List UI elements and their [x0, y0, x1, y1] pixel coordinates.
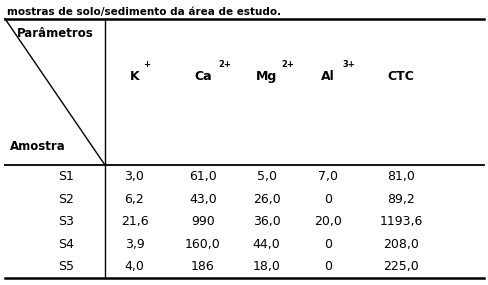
Text: 0: 0 [323, 193, 331, 205]
Text: 3,0: 3,0 [124, 170, 144, 183]
Text: 44,0: 44,0 [252, 238, 280, 251]
Text: 990: 990 [191, 215, 214, 228]
Text: 3,9: 3,9 [124, 238, 144, 251]
Text: 208,0: 208,0 [382, 238, 418, 251]
Text: 6,2: 6,2 [124, 193, 144, 205]
Text: 5,0: 5,0 [256, 170, 276, 183]
Text: Parâmetros: Parâmetros [17, 27, 94, 40]
Text: CTC: CTC [387, 70, 413, 84]
Text: 2+: 2+ [218, 60, 230, 69]
Text: 4,0: 4,0 [124, 260, 144, 273]
Text: S5: S5 [58, 260, 74, 273]
Text: +: + [143, 60, 150, 69]
Text: 18,0: 18,0 [252, 260, 280, 273]
Text: S1: S1 [58, 170, 74, 183]
Text: 3+: 3+ [342, 60, 355, 69]
Text: S3: S3 [58, 215, 74, 228]
Text: 61,0: 61,0 [189, 170, 216, 183]
Text: Amostra: Amostra [10, 140, 65, 153]
Text: 81,0: 81,0 [386, 170, 414, 183]
Text: 225,0: 225,0 [382, 260, 418, 273]
Text: Al: Al [320, 70, 334, 84]
Text: 89,2: 89,2 [386, 193, 414, 205]
Text: 0: 0 [323, 238, 331, 251]
Text: 186: 186 [191, 260, 214, 273]
Text: 21,6: 21,6 [121, 215, 148, 228]
Text: 7,0: 7,0 [317, 170, 337, 183]
Text: 160,0: 160,0 [184, 238, 221, 251]
Text: S2: S2 [58, 193, 74, 205]
Text: Mg: Mg [255, 70, 277, 84]
Text: 36,0: 36,0 [252, 215, 280, 228]
Text: 20,0: 20,0 [313, 215, 341, 228]
Text: 1193,6: 1193,6 [379, 215, 422, 228]
Text: mostras de solo/sedimento da área de estudo.: mostras de solo/sedimento da área de est… [7, 7, 281, 17]
Text: Ca: Ca [194, 70, 211, 84]
Text: K: K [129, 70, 139, 84]
Text: 43,0: 43,0 [189, 193, 216, 205]
Text: S4: S4 [58, 238, 74, 251]
Text: 2+: 2+ [281, 60, 294, 69]
Text: 26,0: 26,0 [252, 193, 280, 205]
Text: 0: 0 [323, 260, 331, 273]
